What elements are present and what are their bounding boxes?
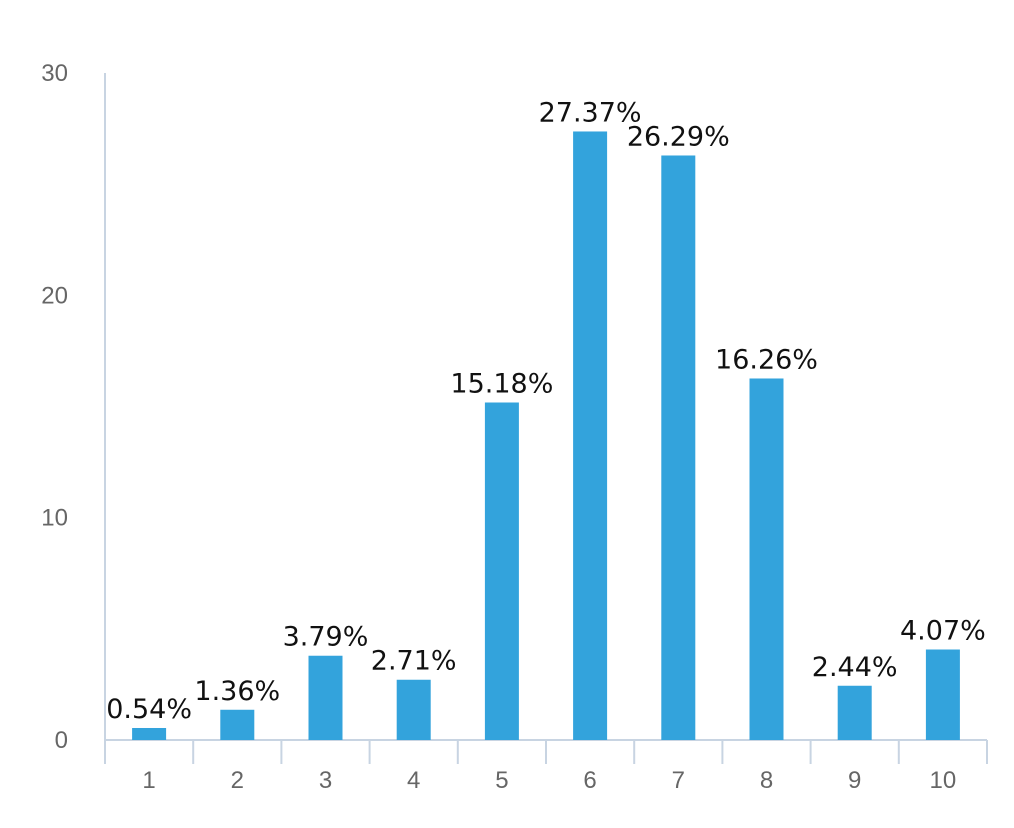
x-tick-label: 8 <box>760 767 773 794</box>
data-label: 2.71% <box>371 646 457 677</box>
y-tick-label: 30 <box>41 60 68 87</box>
y-tick-label: 20 <box>41 282 68 309</box>
data-label: 1.36% <box>194 676 280 707</box>
y-tick-label: 0 <box>55 727 68 754</box>
x-tick-label: 2 <box>231 767 244 794</box>
x-tick-label: 1 <box>142 767 155 794</box>
bar <box>308 655 343 740</box>
data-label: 0.54% <box>106 694 192 725</box>
bar <box>925 649 960 740</box>
bar <box>220 709 255 740</box>
data-label: 16.26% <box>715 344 818 375</box>
x-tick-label: 9 <box>848 767 861 794</box>
data-label: 15.18% <box>450 368 553 399</box>
data-label: 3.79% <box>283 622 369 653</box>
x-tick-label: 5 <box>495 767 508 794</box>
bars <box>132 131 960 741</box>
data-label: 4.07% <box>900 616 986 647</box>
x-tick-label: 3 <box>319 767 332 794</box>
bar <box>484 402 519 740</box>
data-labels: 0.54%1.36%3.79%2.71% 15.18% 27.37%26.29% 16… <box>106 97 986 725</box>
bar <box>661 155 696 741</box>
data-label: 26.29% <box>627 121 730 152</box>
x-tick-label: 4 <box>407 767 420 794</box>
x-tick-label: 6 <box>583 767 596 794</box>
x-tick-label: 10 <box>930 767 957 794</box>
bar <box>573 131 608 741</box>
bar <box>132 727 167 740</box>
x-tick-label: 7 <box>672 767 685 794</box>
bar <box>749 378 784 740</box>
bar <box>837 685 872 740</box>
y-tick-label: 10 <box>41 505 68 532</box>
data-label: 2.44% <box>812 652 898 683</box>
data-label: 27.37% <box>539 97 642 128</box>
bar <box>396 679 431 740</box>
